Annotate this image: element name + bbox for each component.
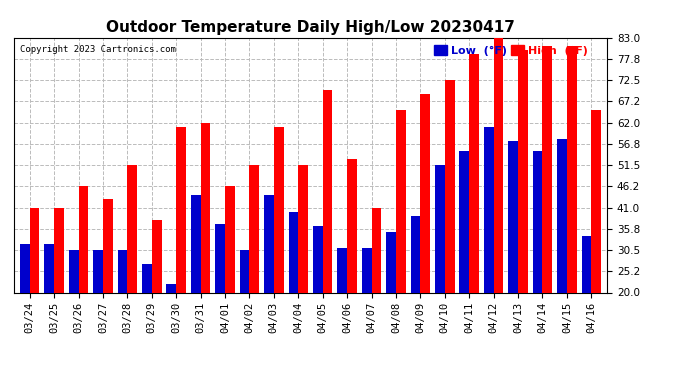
- Bar: [20, 244, 30, 374]
- Bar: [128, 165, 137, 374]
- Bar: [54, 207, 64, 374]
- Bar: [313, 226, 323, 374]
- Bar: [225, 186, 235, 374]
- Bar: [201, 123, 210, 374]
- Bar: [469, 54, 479, 374]
- Bar: [264, 195, 274, 374]
- Bar: [509, 141, 518, 374]
- Bar: [250, 165, 259, 374]
- Title: Outdoor Temperature Daily High/Low 20230417: Outdoor Temperature Daily High/Low 20230…: [106, 20, 515, 35]
- Bar: [69, 250, 79, 374]
- Legend: Low  (°F), High  (°F): Low (°F), High (°F): [432, 43, 590, 58]
- Bar: [337, 248, 347, 374]
- Bar: [445, 80, 455, 374]
- Bar: [152, 220, 161, 374]
- Bar: [435, 165, 445, 374]
- Bar: [371, 207, 382, 374]
- Bar: [117, 250, 128, 374]
- Bar: [542, 46, 552, 374]
- Bar: [79, 186, 88, 374]
- Bar: [493, 38, 504, 374]
- Bar: [215, 224, 225, 374]
- Bar: [396, 110, 406, 374]
- Bar: [166, 284, 176, 374]
- Bar: [567, 46, 577, 374]
- Text: Copyright 2023 Cartronics.com: Copyright 2023 Cartronics.com: [20, 45, 176, 54]
- Bar: [44, 244, 54, 374]
- Bar: [239, 250, 250, 374]
- Bar: [176, 128, 186, 374]
- Bar: [411, 216, 420, 374]
- Bar: [288, 211, 298, 374]
- Bar: [484, 126, 493, 374]
- Bar: [362, 248, 371, 374]
- Bar: [103, 200, 112, 374]
- Bar: [386, 232, 396, 374]
- Bar: [582, 236, 591, 374]
- Bar: [298, 165, 308, 374]
- Bar: [460, 151, 469, 374]
- Bar: [30, 207, 39, 374]
- Bar: [142, 264, 152, 374]
- Bar: [274, 128, 284, 374]
- Bar: [191, 195, 201, 374]
- Bar: [347, 159, 357, 374]
- Bar: [420, 94, 430, 374]
- Bar: [518, 50, 528, 374]
- Bar: [557, 139, 567, 374]
- Bar: [93, 250, 103, 374]
- Bar: [533, 151, 542, 374]
- Bar: [323, 90, 333, 374]
- Bar: [591, 110, 601, 374]
